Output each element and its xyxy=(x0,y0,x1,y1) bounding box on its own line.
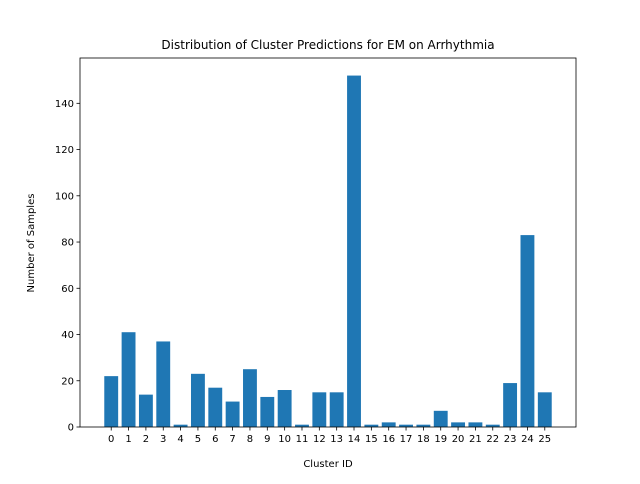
x-tick-label: 8 xyxy=(247,434,253,445)
x-tick-label: 6 xyxy=(212,434,218,445)
axes-layer: 0 1 2 3 4 5 6 7 8 9 10 11 12 13 14 15 16 17 18 19 20 21 22 23 24… xyxy=(55,57,577,445)
x-tick-label: 9 xyxy=(264,434,270,445)
bar-cluster-11 xyxy=(295,424,309,427)
bar-cluster-25 xyxy=(537,392,552,427)
bar-cluster-4 xyxy=(173,424,188,427)
x-tick-label: 19 xyxy=(434,434,447,445)
x-axis-label: Cluster ID xyxy=(303,459,353,470)
bar-cluster-13 xyxy=(329,392,344,427)
bar-cluster-1 xyxy=(121,332,136,427)
y-axis-label: Number of Samples xyxy=(26,194,37,293)
bar-cluster-0 xyxy=(104,376,119,427)
bar-cluster-22 xyxy=(485,424,500,427)
y-tick-label: 0 xyxy=(68,423,74,434)
x-tick-label: 4 xyxy=(177,434,183,445)
x-tick-label: 18 xyxy=(417,434,430,445)
x-tick-label: 14 xyxy=(348,434,361,445)
chart-title: Distribution of Cluster Predictions for … xyxy=(161,38,494,52)
y-tick-label: 20 xyxy=(61,376,74,387)
x-tick-label: 1 xyxy=(125,434,131,445)
bar-cluster-19 xyxy=(433,410,448,427)
bar-cluster-23 xyxy=(503,383,518,427)
bar-cluster-17 xyxy=(399,424,413,427)
y-tick-label: 60 xyxy=(61,284,74,295)
bar-cluster-18 xyxy=(416,424,431,427)
x-tick-label: 23 xyxy=(504,434,517,445)
bar-cluster-6 xyxy=(208,387,223,427)
x-tick-label: 21 xyxy=(469,434,482,445)
bar-cluster-3 xyxy=(156,341,171,427)
x-tick-label: 16 xyxy=(382,434,395,445)
y-tick-label: 120 xyxy=(55,145,74,156)
x-tick-label: 5 xyxy=(195,434,201,445)
y-tick-label: 80 xyxy=(61,238,74,249)
plot-frame xyxy=(79,57,577,428)
x-tick-label: 25 xyxy=(538,434,551,445)
x-tick-label: 10 xyxy=(278,434,291,445)
x-tick-label: 13 xyxy=(330,434,343,445)
x-tick-label: 17 xyxy=(400,434,413,445)
x-tick-label: 15 xyxy=(365,434,378,445)
bar-cluster-20 xyxy=(451,422,466,427)
x-tick-label: 22 xyxy=(486,434,499,445)
bar-cluster-8 xyxy=(243,369,257,427)
x-tick-label: 12 xyxy=(313,434,326,445)
bar-cluster-12 xyxy=(312,392,327,427)
bar-cluster-15 xyxy=(364,424,379,427)
y-tick-label: 40 xyxy=(61,330,74,341)
bar-cluster-21 xyxy=(468,422,483,427)
y-tick-label: 140 xyxy=(55,99,74,110)
x-tick-label: 3 xyxy=(160,434,166,445)
bar-cluster-5 xyxy=(190,373,205,427)
bar-cluster-7 xyxy=(225,401,240,427)
bar-cluster-9 xyxy=(260,396,275,427)
bar-cluster-24 xyxy=(520,235,535,427)
x-tick-label: 20 xyxy=(452,434,465,445)
y-tick-label: 100 xyxy=(55,191,74,202)
x-tick-label: 24 xyxy=(521,434,534,445)
bars-layer xyxy=(104,75,552,428)
x-tick-label: 0 xyxy=(108,434,114,445)
x-tick-label: 2 xyxy=(143,434,149,445)
x-tick-label: 7 xyxy=(229,434,235,445)
x-tick-label: 11 xyxy=(296,434,309,445)
bar-cluster-14 xyxy=(347,75,361,428)
bar-cluster-10 xyxy=(277,390,292,427)
bar-cluster-2 xyxy=(138,394,153,427)
bar-cluster-16 xyxy=(381,422,396,427)
